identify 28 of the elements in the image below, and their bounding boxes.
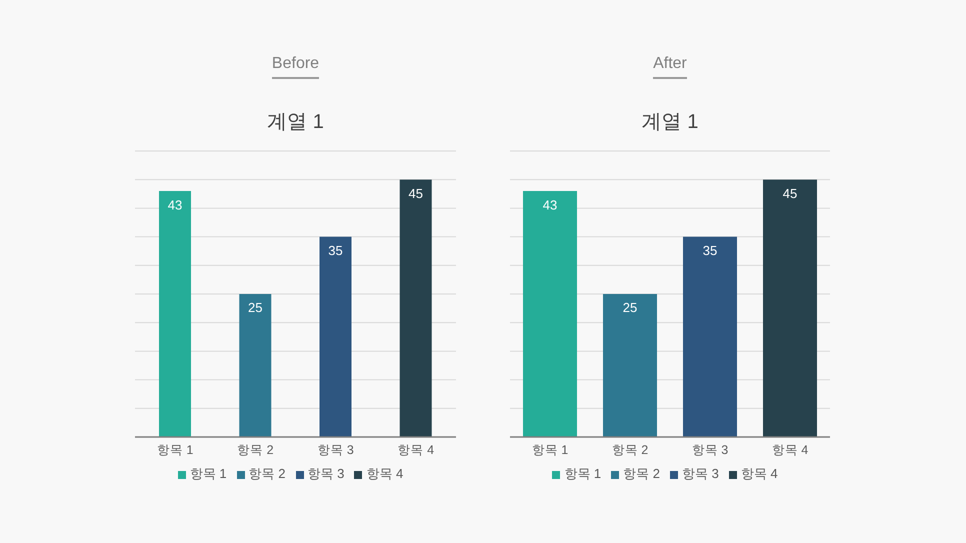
- legend-label: 항목 3: [682, 466, 719, 481]
- legend-label: 항목 4: [366, 466, 404, 481]
- x-tick-label: 항목 2: [237, 442, 274, 457]
- data-label: 45: [782, 186, 798, 201]
- legend-label: 항목 2: [248, 466, 286, 481]
- chart-subtitle: 계열 1: [642, 111, 698, 133]
- x-tick-label: 항목 1: [156, 442, 194, 457]
- data-label: 35: [328, 243, 343, 258]
- data-label: 43: [542, 197, 558, 212]
- chart-subtitle: 계열 1: [267, 111, 324, 133]
- chart-title: Before: [272, 55, 320, 72]
- data-label: 25: [248, 300, 262, 316]
- data-label: 35: [702, 243, 718, 258]
- x-tick-label: 항목 4: [772, 442, 808, 457]
- legend-label: 항목 1: [190, 466, 227, 481]
- legend-label: 항목 2: [623, 466, 660, 481]
- x-tick-label: 항목 3: [692, 442, 728, 457]
- data-label: 45: [408, 186, 423, 201]
- data-label: 43: [168, 197, 182, 212]
- legend-label: 항목 4: [740, 466, 778, 481]
- x-tick-label: 항목 4: [398, 442, 434, 457]
- x-tick-label: 항목 3: [317, 442, 354, 457]
- chart-title: After: [653, 55, 687, 72]
- legend-label: 항목 1: [564, 466, 602, 481]
- data-label: 25: [622, 300, 638, 316]
- x-tick-label: 항목 1: [532, 442, 568, 457]
- x-tick-label: 항목 2: [612, 442, 648, 457]
- legend-label: 항목 3: [308, 466, 344, 481]
